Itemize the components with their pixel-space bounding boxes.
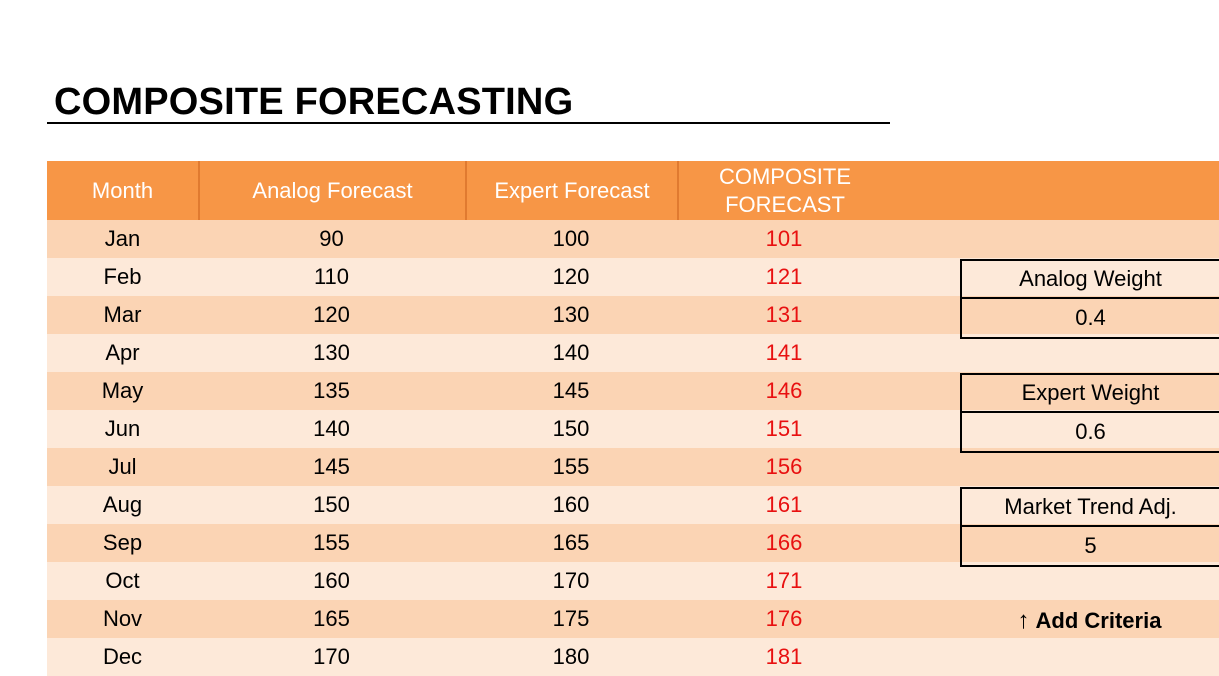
expert-weight-label: Expert Weight: [962, 375, 1219, 413]
expert-cell[interactable]: 130: [552, 302, 590, 327]
market-trend-value[interactable]: 5: [1084, 533, 1097, 558]
month-cell[interactable]: Mar: [103, 302, 142, 327]
composite-cell[interactable]: 146: [765, 378, 803, 403]
expert-cell[interactable]: 180: [552, 644, 590, 669]
table-row[interactable]: Dec 170 180 181: [47, 638, 1219, 676]
header-analog-forecast[interactable]: Analog Forecast: [252, 177, 413, 203]
table-row[interactable]: Aug 150 160 161: [47, 486, 1219, 524]
table-row[interactable]: Nov 165 175 176: [47, 600, 1219, 638]
expert-cell[interactable]: 170: [552, 568, 590, 593]
month-cell[interactable]: May: [101, 378, 144, 403]
analog-cell[interactable]: 90: [319, 226, 344, 251]
add-criteria-label: Add Criteria: [1035, 608, 1162, 633]
composite-cell[interactable]: 141: [765, 340, 803, 365]
analog-cell[interactable]: 130: [313, 340, 350, 365]
composite-cell[interactable]: 101: [765, 226, 803, 251]
analog-cell[interactable]: 120: [313, 302, 350, 327]
composite-cell[interactable]: 181: [765, 644, 803, 669]
table-row[interactable]: Jul 145 155 156: [47, 448, 1219, 486]
expert-cell[interactable]: 155: [552, 454, 590, 479]
analog-cell[interactable]: 150: [313, 492, 350, 517]
expert-cell[interactable]: 150: [552, 416, 590, 441]
expert-weight-box: Expert Weight 0.6: [960, 373, 1219, 453]
header-divider: [465, 161, 467, 220]
composite-cell[interactable]: 151: [765, 416, 803, 441]
analog-cell[interactable]: 170: [313, 644, 350, 669]
header-month[interactable]: Month: [91, 177, 154, 203]
analog-cell[interactable]: 165: [313, 606, 350, 631]
add-criteria-button[interactable]: ↑ Add Criteria: [960, 602, 1219, 640]
header-composite-forecast[interactable]: COMPOSITE FORECAST: [679, 161, 891, 220]
analog-weight-label: Analog Weight: [962, 261, 1219, 299]
market-trend-box: Market Trend Adj. 5: [960, 487, 1219, 567]
month-cell[interactable]: Jun: [104, 416, 141, 441]
analog-cell[interactable]: 135: [313, 378, 350, 403]
expert-cell[interactable]: 120: [552, 264, 590, 289]
header-expert-forecast[interactable]: Expert Forecast: [494, 177, 650, 203]
month-cell[interactable]: Sep: [102, 530, 143, 555]
expert-cell[interactable]: 140: [552, 340, 590, 365]
table-row[interactable]: Jan 90 100 101: [47, 220, 1219, 258]
analog-weight-value[interactable]: 0.4: [1075, 305, 1106, 330]
month-cell[interactable]: Nov: [102, 606, 143, 631]
header-composite-line2: FORECAST: [725, 191, 845, 217]
expert-cell[interactable]: 100: [552, 226, 590, 251]
expert-cell[interactable]: 145: [552, 378, 590, 403]
table-row[interactable]: Sep 155 165 166: [47, 524, 1219, 562]
month-cell[interactable]: Aug: [102, 492, 143, 517]
header-divider: [198, 161, 200, 220]
expert-cell[interactable]: 160: [552, 492, 590, 517]
analog-weight-box: Analog Weight 0.4: [960, 259, 1219, 339]
analog-cell[interactable]: 110: [313, 264, 350, 289]
composite-cell[interactable]: 166: [765, 530, 803, 555]
composite-cell[interactable]: 121: [765, 264, 803, 289]
composite-cell[interactable]: 176: [765, 606, 803, 631]
table-row[interactable]: May 135 145 146: [47, 372, 1219, 410]
month-cell[interactable]: Apr: [105, 340, 140, 365]
month-cell[interactable]: Jul: [108, 454, 137, 479]
analog-cell[interactable]: 160: [313, 568, 350, 593]
month-cell[interactable]: Dec: [102, 644, 143, 669]
header-composite-line1: COMPOSITE: [718, 163, 851, 189]
composite-cell[interactable]: 156: [765, 454, 803, 479]
table-header: Month Analog Forecast Expert Forecast CO…: [47, 161, 1219, 220]
title-underline: [47, 122, 890, 124]
analog-cell[interactable]: 140: [313, 416, 350, 441]
header-divider: [677, 161, 679, 220]
month-cell[interactable]: Jan: [104, 226, 141, 251]
table-body: Jan 90 100 101 Feb 110 120 121 Mar 120 1…: [47, 220, 1219, 676]
table-row[interactable]: Mar 120 130 131: [47, 296, 1219, 334]
table-row[interactable]: Apr 130 140 141: [47, 334, 1219, 372]
table-row[interactable]: Jun 140 150 151: [47, 410, 1219, 448]
month-cell[interactable]: Feb: [103, 264, 142, 289]
table-row[interactable]: Oct 160 170 171: [47, 562, 1219, 600]
composite-cell[interactable]: 171: [765, 568, 803, 593]
expert-cell[interactable]: 165: [552, 530, 590, 555]
up-arrow-icon: ↑: [1017, 607, 1030, 634]
expert-weight-value[interactable]: 0.6: [1075, 419, 1106, 444]
page-title: COMPOSITE FORECASTING: [54, 81, 574, 123]
expert-cell[interactable]: 175: [552, 606, 590, 631]
table-row[interactable]: Feb 110 120 121: [47, 258, 1219, 296]
month-cell[interactable]: Oct: [105, 568, 140, 593]
composite-cell[interactable]: 131: [765, 302, 803, 327]
composite-cell[interactable]: 161: [765, 492, 803, 517]
market-trend-label: Market Trend Adj.: [962, 489, 1219, 527]
analog-cell[interactable]: 155: [313, 530, 350, 555]
analog-cell[interactable]: 145: [313, 454, 350, 479]
